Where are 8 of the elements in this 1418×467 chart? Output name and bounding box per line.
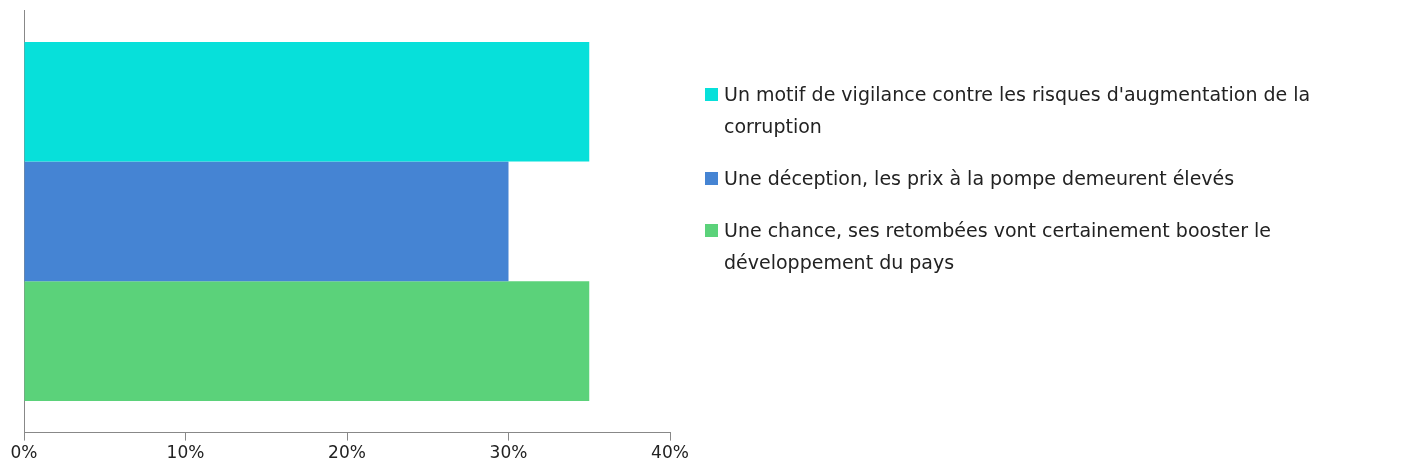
x-tick-label: 10% bbox=[166, 442, 205, 463]
x-tick-label: 20% bbox=[328, 442, 366, 463]
legend-label: Un motif de vigilance contre les risques d'augmentation de la corruption bbox=[724, 82, 1312, 139]
x-tick-label: 0% bbox=[10, 442, 38, 463]
x-tick-label: 30% bbox=[489, 442, 528, 463]
legend-label: Une chance, ses retombées vont certainement booster le développement du pays bbox=[724, 218, 1272, 275]
legend-label: Une déception, les prix à la pompe demeurent élevés bbox=[724, 166, 1235, 191]
x-tick-label: 40% bbox=[651, 442, 689, 463]
